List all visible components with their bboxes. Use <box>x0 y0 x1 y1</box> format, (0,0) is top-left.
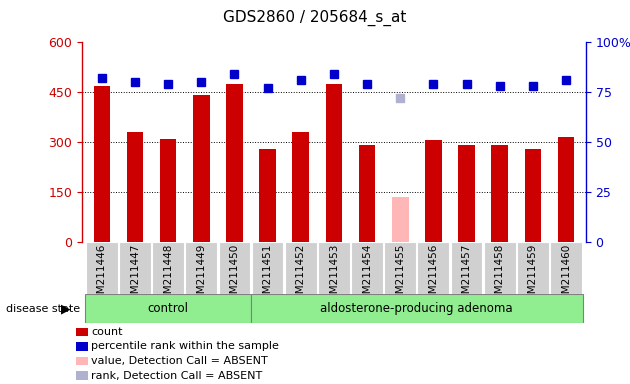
Bar <box>285 242 317 294</box>
Bar <box>392 197 408 242</box>
Text: rank, Detection Call = ABSENT: rank, Detection Call = ABSENT <box>91 371 263 381</box>
Bar <box>318 242 350 294</box>
Text: percentile rank within the sample: percentile rank within the sample <box>91 341 279 351</box>
Bar <box>458 146 475 242</box>
Bar <box>127 132 143 242</box>
Bar <box>418 242 449 294</box>
Bar <box>558 137 575 242</box>
Bar <box>491 146 508 242</box>
Text: ▶: ▶ <box>61 303 71 316</box>
Bar <box>384 242 416 294</box>
Bar <box>550 242 582 294</box>
Text: GSM211460: GSM211460 <box>561 243 571 307</box>
Text: GSM211455: GSM211455 <box>395 243 405 307</box>
Bar <box>85 294 251 323</box>
Text: count: count <box>91 327 123 337</box>
Text: value, Detection Call = ABSENT: value, Detection Call = ABSENT <box>91 356 268 366</box>
Bar <box>525 149 541 242</box>
Bar <box>185 242 217 294</box>
Bar <box>450 242 483 294</box>
Text: GSM211446: GSM211446 <box>97 243 107 307</box>
Text: GSM211448: GSM211448 <box>163 243 173 307</box>
Bar <box>93 86 110 242</box>
Bar <box>226 84 243 242</box>
Text: GSM211447: GSM211447 <box>130 243 140 307</box>
Text: GSM211456: GSM211456 <box>428 243 438 307</box>
Bar <box>219 242 250 294</box>
Text: disease state: disease state <box>6 304 81 314</box>
Bar <box>358 146 375 242</box>
Text: GSM211457: GSM211457 <box>462 243 471 307</box>
Bar <box>326 84 342 242</box>
Bar <box>86 242 118 294</box>
Text: GDS2860 / 205684_s_at: GDS2860 / 205684_s_at <box>223 10 407 26</box>
Bar <box>251 242 284 294</box>
Text: GSM211451: GSM211451 <box>263 243 273 307</box>
Bar <box>251 294 583 323</box>
Bar <box>160 139 176 242</box>
Text: GSM211454: GSM211454 <box>362 243 372 307</box>
Bar <box>152 242 184 294</box>
Text: GSM211449: GSM211449 <box>197 243 206 307</box>
Bar <box>484 242 515 294</box>
Bar <box>351 242 383 294</box>
Text: GSM211450: GSM211450 <box>229 243 239 307</box>
Bar <box>425 141 442 242</box>
Bar <box>517 242 549 294</box>
Text: aldosterone-producing adenoma: aldosterone-producing adenoma <box>321 302 513 314</box>
Text: GSM211453: GSM211453 <box>329 243 339 307</box>
Text: GSM211459: GSM211459 <box>528 243 538 307</box>
Text: control: control <box>147 302 188 314</box>
Text: GSM211458: GSM211458 <box>495 243 505 307</box>
Text: GSM211452: GSM211452 <box>295 243 306 307</box>
Bar <box>119 242 151 294</box>
Bar <box>260 149 276 242</box>
Bar <box>292 132 309 242</box>
Bar <box>193 96 210 242</box>
